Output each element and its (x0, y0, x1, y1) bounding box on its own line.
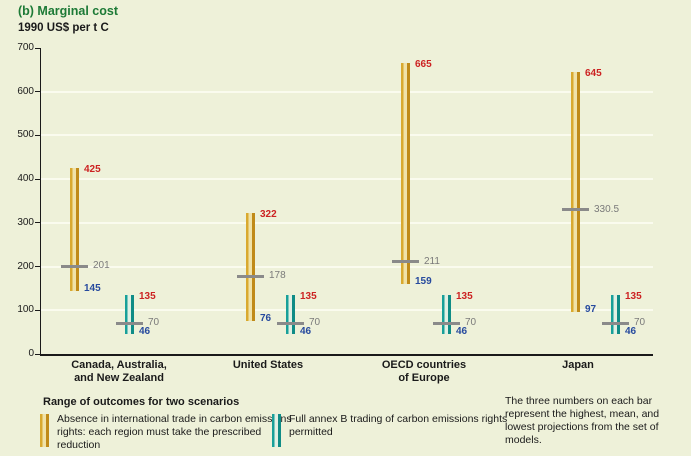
value-label-highest: 425 (84, 164, 101, 176)
range-bar-gold (571, 72, 580, 312)
range-bar-teal (286, 294, 295, 334)
y-axis-tick (35, 353, 41, 355)
value-label-highest: 645 (585, 68, 602, 80)
value-label-highest: 135 (300, 290, 317, 302)
value-label-lowest: 76 (260, 312, 272, 324)
value-label-lowest: 46 (139, 325, 151, 337)
value-label-highest: 665 (415, 59, 432, 71)
plot-area: 0 100 200 300 400 500 600 700 425 201 145 135 70 46 32… (17, 42, 653, 384)
mean-marker (562, 208, 589, 212)
legend-swatch-annex-b-trading (272, 414, 281, 447)
y-axis-tick-label: 100 (17, 304, 34, 316)
y-axis-tick (35, 47, 41, 49)
y-gridline (41, 178, 653, 181)
y-axis-tick-label: 400 (17, 173, 34, 185)
value-label-highest: 322 (260, 209, 277, 221)
y-gridline (41, 309, 653, 312)
range-bar-teal (442, 294, 451, 334)
range-bar-teal (125, 294, 134, 334)
value-label-highest: 135 (456, 290, 473, 302)
y-gridline (41, 265, 653, 268)
legend-label-annex-b-trading: Full annex B trading of carbon emissions… (289, 413, 508, 438)
mean-marker (392, 260, 419, 264)
range-bar-gold (246, 213, 255, 321)
x-axis-category-label: OECD countries of Europe (381, 359, 467, 384)
x-axis-category-label: Japan (562, 359, 594, 371)
y-axis-tick-label: 200 (17, 260, 34, 272)
value-label-lowest: 46 (300, 325, 312, 337)
y-axis-tick-label: 300 (17, 216, 34, 228)
value-label-lowest: 97 (585, 303, 597, 315)
x-axis-category-label: Canada, Australia, and New Zealand (71, 359, 167, 384)
mean-marker (433, 321, 460, 325)
y-axis-tick-label: 700 (17, 42, 34, 53)
value-label-highest: 135 (625, 290, 642, 302)
y-axis-tick (35, 222, 41, 224)
mean-marker (602, 321, 629, 325)
value-label-lowest: 46 (456, 325, 468, 337)
figure-note: The three numbers on each bar represent … (505, 395, 660, 446)
value-label-lowest: 159 (415, 276, 432, 288)
y-axis-tick (35, 91, 41, 93)
value-label-mean: 330.5 (594, 203, 620, 215)
y-axis-tick-label: 600 (17, 85, 34, 97)
value-label-mean: 70 (465, 317, 477, 329)
value-label-lowest: 46 (625, 325, 637, 337)
y-axis-tick (35, 134, 41, 136)
mean-marker (237, 274, 264, 278)
value-label-lowest: 145 (84, 282, 101, 294)
legend-title: Range of outcomes for two scenarios (43, 396, 240, 408)
y-gridline (41, 90, 653, 93)
value-label-mean: 70 (634, 317, 646, 329)
y-gridline (41, 134, 653, 137)
value-label-highest: 135 (139, 290, 156, 302)
range-bar-gold (70, 168, 79, 291)
legend-label-no-trading: Absence in international trade in carbon… (57, 413, 292, 451)
y-gridline (41, 221, 653, 224)
value-label-mean: 70 (309, 317, 321, 329)
value-label-mean: 70 (148, 317, 160, 329)
mean-marker (277, 321, 304, 325)
value-label-mean: 211 (424, 255, 440, 267)
y-axis-tick (35, 178, 41, 180)
mean-marker (116, 321, 143, 325)
y-axis-tick (35, 266, 41, 268)
range-bar-gold (401, 63, 410, 285)
value-label-mean: 201 (93, 260, 110, 272)
mean-marker (61, 264, 88, 268)
chart-units-label: 1990 US$ per t C (18, 22, 109, 34)
x-axis-category-label: United States (232, 359, 304, 371)
y-axis-tick-label: 0 (28, 348, 34, 359)
range-bar-teal (611, 294, 620, 334)
y-axis-tick (35, 309, 41, 311)
chart-title: (b) Marginal cost (18, 4, 119, 18)
legend-swatch-no-trading (40, 414, 49, 447)
value-label-mean: 178 (269, 270, 286, 282)
y-axis-tick-label: 500 (17, 129, 34, 141)
